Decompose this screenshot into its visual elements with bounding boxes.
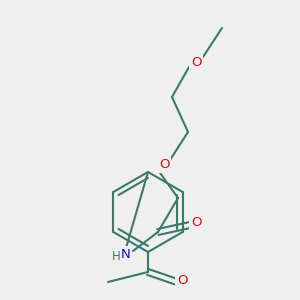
Text: O: O [159,158,169,172]
Text: O: O [191,56,201,68]
Text: O: O [177,274,187,286]
Text: N: N [121,248,131,260]
Text: O: O [191,215,201,229]
Text: H: H [112,250,120,262]
